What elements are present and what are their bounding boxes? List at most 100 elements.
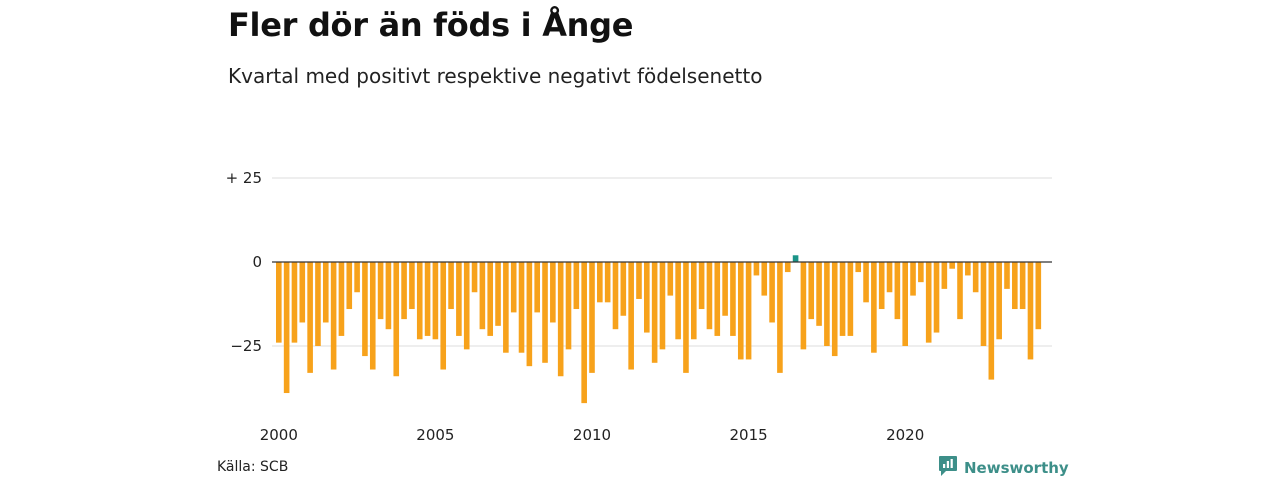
bar-2001Q3 — [322, 262, 329, 323]
bar-2020Q1 — [902, 262, 908, 346]
bar-2022Q2 — [972, 262, 979, 293]
bar-2014Q3 — [730, 262, 736, 336]
bar-2017Q3 — [824, 262, 830, 346]
bar-2010Q1 — [589, 262, 595, 373]
x-tick-label: 2005 — [416, 426, 454, 444]
bar-2005Q3 — [448, 262, 454, 310]
newsworthy-logo-icon — [938, 455, 958, 481]
bar-2022Q4 — [988, 262, 995, 380]
bar-2000Q2 — [283, 262, 290, 394]
bar-2008Q3 — [542, 262, 548, 363]
bar-2013Q2 — [690, 262, 697, 340]
brand-logo[interactable]: Newsworthy — [938, 455, 1069, 481]
brand-name: Newsworthy — [964, 459, 1069, 477]
bar-2018Q4 — [863, 262, 869, 303]
bar-2014Q1 — [714, 262, 721, 336]
bar-2000Q3 — [291, 262, 298, 343]
bar-2011Q4 — [644, 262, 650, 333]
bar-2003Q4 — [393, 262, 400, 377]
bar-2009Q3 — [573, 262, 580, 310]
bar-2002Q4 — [362, 262, 368, 357]
bar-2004Q4 — [424, 262, 431, 336]
bar-2018Q2 — [847, 262, 854, 336]
bar-2023Q2 — [1004, 262, 1010, 289]
bar-2013Q3 — [698, 262, 705, 310]
bar-2015Q2 — [753, 262, 760, 276]
x-axis-labels: 2000 2005 2010 2015 2020 — [260, 426, 925, 444]
bar-2017Q2 — [816, 262, 822, 326]
bar-2015Q4 — [769, 262, 775, 323]
bar-2009Q2 — [565, 262, 572, 350]
chart-title: Fler dör än föds i Ånge — [228, 6, 634, 44]
bar-2009Q4 — [581, 262, 587, 404]
bar-2020Q4 — [925, 262, 932, 343]
y-axis-labels: + 25 0 −25 — [226, 169, 262, 355]
bar-2017Q4 — [831, 262, 838, 357]
bar-2006Q3 — [479, 262, 486, 330]
bar-2001Q2 — [315, 262, 321, 346]
bar-2003Q3 — [385, 262, 392, 330]
bar-2021Q4 — [957, 262, 963, 320]
bar-2000Q1 — [276, 262, 282, 343]
bar-2002Q2 — [346, 262, 353, 310]
bar-2001Q4 — [330, 262, 337, 370]
bar-2003Q1 — [369, 262, 376, 370]
x-tick-label: 2000 — [260, 426, 298, 444]
bar-2004Q2 — [409, 262, 415, 310]
bar-2012Q3 — [667, 262, 674, 296]
bar-2018Q1 — [839, 262, 846, 336]
bar-2014Q2 — [722, 262, 728, 316]
x-tick-label: 2015 — [730, 426, 768, 444]
bar-2007Q3 — [510, 262, 517, 313]
bar-2002Q3 — [354, 262, 360, 293]
bar-2023Q4 — [1019, 262, 1026, 310]
bar-2007Q1 — [495, 262, 501, 326]
bar-2011Q2 — [628, 262, 634, 370]
bar-2019Q4 — [894, 262, 901, 320]
bar-2021Q1 — [933, 262, 940, 333]
bar-2013Q1 — [683, 262, 689, 373]
bar-2023Q1 — [996, 262, 1002, 340]
y-tick-label: 0 — [252, 253, 262, 271]
bar-2018Q3 — [855, 262, 862, 273]
bar-2009Q1 — [557, 262, 564, 377]
bar-2012Q4 — [675, 262, 681, 340]
bar-2019Q2 — [878, 262, 885, 310]
bar-2005Q1 — [432, 262, 439, 340]
chart-subtitle: Kvartal med positivt respektive negativt… — [228, 64, 763, 88]
bar-2014Q4 — [737, 262, 744, 360]
bar-2013Q4 — [706, 262, 713, 330]
bar-2006Q2 — [471, 262, 478, 293]
bar-2010Q2 — [597, 262, 603, 303]
y-tick-label: −25 — [230, 337, 262, 355]
bar-2023Q3 — [1012, 262, 1018, 310]
bar-2005Q4 — [456, 262, 462, 336]
bar-2024Q1 — [1027, 262, 1034, 360]
bar-2007Q4 — [518, 262, 525, 353]
bar-2004Q3 — [416, 262, 423, 340]
bar-2002Q1 — [338, 262, 345, 336]
bars — [276, 255, 1042, 404]
bar-2004Q1 — [401, 262, 407, 320]
bar-2017Q1 — [808, 262, 815, 320]
bar-2016Q4 — [800, 262, 807, 350]
bar-2022Q1 — [965, 262, 971, 276]
x-tick-label: 2020 — [886, 426, 924, 444]
bar-2015Q3 — [761, 262, 768, 296]
y-tick-label: + 25 — [226, 169, 262, 187]
bar-2016Q3 — [792, 255, 799, 262]
bar-2008Q1 — [526, 262, 533, 367]
x-tick-label: 2010 — [573, 426, 611, 444]
bar-2003Q2 — [377, 262, 384, 320]
bar-2006Q4 — [487, 262, 494, 336]
bar-2012Q2 — [659, 262, 666, 350]
bar-2011Q1 — [620, 262, 627, 316]
bar-2020Q3 — [918, 262, 924, 283]
bar-2021Q2 — [941, 262, 948, 289]
bar-2008Q4 — [550, 262, 556, 323]
bar-2010Q4 — [612, 262, 619, 330]
bar-2011Q3 — [636, 262, 642, 299]
bar-2016Q1 — [777, 262, 783, 373]
bar-2008Q2 — [534, 262, 540, 313]
